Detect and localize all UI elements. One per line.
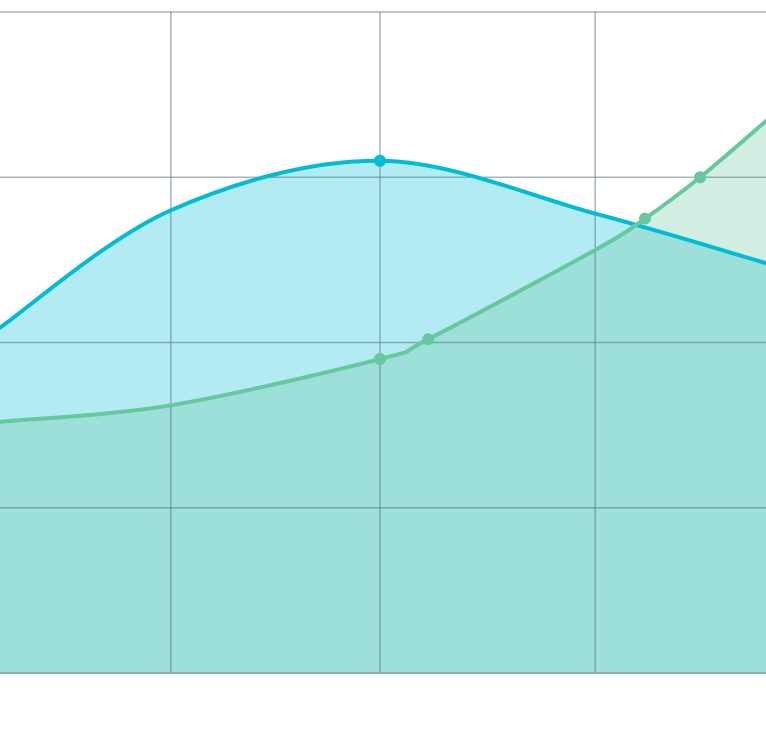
- series-2-point: [694, 171, 707, 184]
- series-2-point: [422, 333, 435, 346]
- series-2-line: [0, 119, 766, 424]
- series-2-point: [638, 212, 651, 225]
- series-1-area: [0, 160, 766, 673]
- series-2-point: [373, 353, 386, 366]
- series-2-area: [0, 121, 766, 673]
- series-1-point: [373, 154, 386, 167]
